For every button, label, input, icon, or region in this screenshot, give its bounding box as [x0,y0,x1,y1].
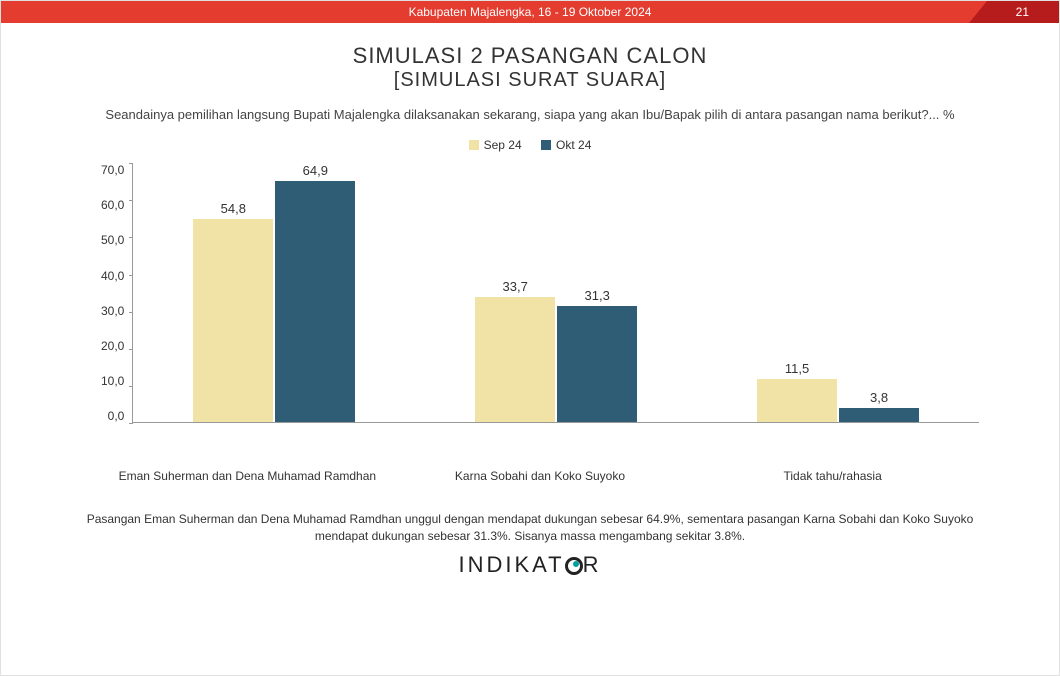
bar-groups: 54,864,933,731,311,53,8 [133,163,979,422]
y-tick-label: 60,0 [101,198,124,212]
bar: 54,8 [193,219,273,423]
chart-legend: Sep 24 Okt 24 [41,138,1019,153]
x-axis-labels: Eman Suherman dan Dena Muhamad Ramdhan Ka… [101,469,979,485]
slide: Kabupaten Majalengka, 16 - 19 Oktober 20… [0,0,1060,676]
header-bar: Kabupaten Majalengka, 16 - 19 Oktober 20… [1,1,1059,23]
y-tick-label: 30,0 [101,304,124,318]
legend-item-sep: Sep 24 [469,138,522,152]
legend-swatch-sep [469,140,479,150]
bar-value-label: 3,8 [839,390,919,405]
x-tick-label: Tidak tahu/rahasia [701,469,964,485]
y-tick-label: 20,0 [101,339,124,353]
bar: 33,7 [475,297,555,422]
bar: 11,5 [757,379,837,422]
bar: 3,8 [839,408,919,422]
bar-value-label: 33,7 [475,279,555,294]
x-tick-label: Eman Suherman dan Dena Muhamad Ramdhan [116,469,379,485]
y-tick-label: 50,0 [101,233,124,247]
bar-value-label: 11,5 [757,361,837,376]
bar: 31,3 [557,306,637,422]
chart: 70,060,050,040,030,020,010,00,0 54,864,9… [101,163,979,463]
plot-area: 54,864,933,731,311,53,8 [132,163,979,423]
footnote: Pasangan Eman Suherman dan Dena Muhamad … [81,511,979,545]
logo-text-before: INDIKAT [458,552,564,577]
logo-o-icon [565,557,583,575]
y-tick-label: 70,0 [101,163,124,177]
bar-value-label: 54,8 [193,201,273,216]
legend-swatch-okt [541,140,551,150]
bar-group: 54,864,9 [193,181,355,422]
legend-label-sep: Sep 24 [484,138,522,152]
y-tick-label: 0,0 [108,409,125,423]
bar-value-label: 31,3 [557,288,637,303]
y-tick-label: 10,0 [101,374,124,388]
title-main: SIMULASI 2 PASANGAN CALON [41,43,1019,69]
bar-value-label: 64,9 [275,163,355,178]
legend-item-okt: Okt 24 [541,138,591,152]
content-area: SIMULASI 2 PASANGAN CALON [SIMULASI SURA… [1,23,1059,588]
header-location: Kabupaten Majalengka, 16 - 19 Oktober 20… [409,5,652,19]
logo-text-after: R [583,552,602,577]
logo: INDIKAT R [41,552,1019,578]
y-tick-label: 40,0 [101,269,124,283]
bar-group: 33,731,3 [475,297,637,422]
title-sub: [SIMULASI SURAT SUARA] [41,69,1019,92]
x-tick-label: Karna Sobahi dan Koko Suyoko [408,469,671,485]
bar: 64,9 [275,181,355,422]
legend-label-okt: Okt 24 [556,138,591,152]
page-number: 21 [1016,5,1029,19]
y-axis: 70,0 60,0 50,0 40,0 30,0 20,0 10,0 0,0 [101,163,132,423]
bar-group: 11,53,8 [757,379,919,422]
question-text: Seandainya pemilihan langsung Bupati Maj… [81,106,979,124]
